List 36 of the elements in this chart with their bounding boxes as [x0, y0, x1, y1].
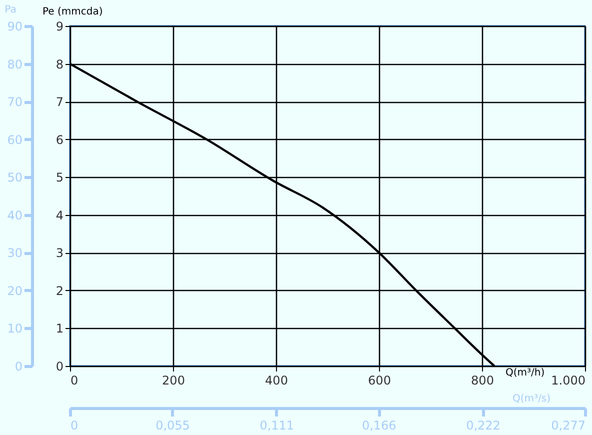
x2-axis-title: Q(m³/s)	[512, 394, 551, 404]
y-axis-title: Pe (mmcda)	[42, 6, 103, 18]
y-tick-label: 2	[56, 284, 64, 298]
x-tick-label: 800	[471, 374, 494, 388]
y2-axis-title: Pa	[4, 4, 16, 16]
y2-tick-label: 10	[7, 322, 22, 336]
x-tick-label: 400	[265, 374, 288, 388]
x2-tick-label: 0,277	[551, 418, 586, 432]
y-tick-label: 0	[56, 360, 64, 374]
y-tick-label: 1	[56, 322, 64, 336]
y2-tick-label: 60	[7, 132, 22, 147]
y-tick-label: 4	[56, 208, 64, 222]
y-tick-label: 6	[56, 132, 64, 147]
x2-tick-label: 0,222	[466, 418, 500, 432]
y-tick-label: 5	[56, 170, 64, 185]
y2-tick-label: 90	[7, 20, 22, 34]
y2-tick-label: 70	[7, 95, 22, 110]
x2-tick-label: 0,111	[260, 418, 294, 432]
x-tick-label: 200	[162, 374, 185, 388]
y2-tick-label: 0	[14, 360, 22, 374]
y2-tick-label: 40	[7, 208, 22, 222]
y-tick-label: 9	[56, 20, 64, 34]
y2-tick-label: 80	[7, 57, 22, 72]
x-tick-label: 600	[368, 374, 391, 388]
x-axis-title: Q(m³/h)	[506, 368, 545, 378]
y-tick-label: 7	[56, 95, 64, 110]
y-tick-label: 3	[56, 246, 64, 260]
y2-tick-label: 50	[7, 170, 22, 185]
y2-tick-label: 30	[7, 246, 22, 260]
x-tick-label: 0	[70, 374, 78, 388]
x2-tick-label: 0,166	[362, 418, 396, 432]
x2-tick-label: 0	[70, 418, 78, 432]
x-tick-label: 1.000	[551, 374, 586, 388]
y2-tick-label: 20	[7, 284, 22, 298]
y-tick-label: 8	[56, 57, 64, 72]
x2-tick-label: 0,055	[156, 418, 190, 432]
